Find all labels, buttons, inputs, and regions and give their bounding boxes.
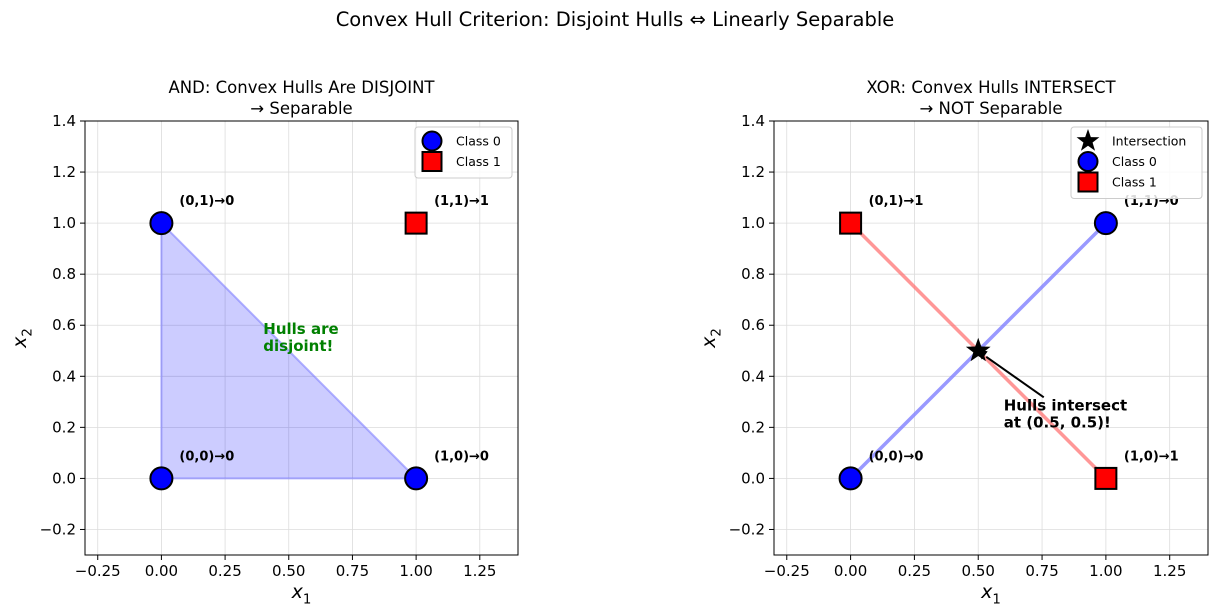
- point-label: (0,1)→0: [179, 194, 234, 209]
- legend-marker-class1: [421, 151, 443, 172]
- y-tick-label: 0.6: [741, 316, 765, 334]
- annotation-text-line: at (0.5, 0.5)!: [1004, 413, 1111, 431]
- x-tick-label: 1.25: [1153, 562, 1186, 580]
- x-tick-label: 1.00: [1089, 562, 1122, 580]
- annotation-text-line: Hulls are: [263, 320, 338, 338]
- y-tick-label: 0.6: [52, 316, 76, 334]
- axes-frame: [84, 120, 519, 556]
- y-tick-label: 0.2: [52, 418, 76, 436]
- y-tick-label: 1.0: [52, 214, 76, 232]
- point-label: (0,1)→1: [869, 194, 924, 209]
- legend-marker-class0: [1077, 151, 1099, 172]
- class1-point: [404, 211, 428, 235]
- x-tick-label: 0.00: [145, 562, 178, 580]
- class0-point: [838, 466, 863, 491]
- x-axis-label: x1: [291, 581, 312, 607]
- y-axis-label: x2: [698, 328, 724, 349]
- annotation-text-line: Hulls intersect: [1004, 396, 1127, 414]
- legend-label: Class 0: [456, 134, 501, 149]
- y-tick-label: 0.0: [52, 469, 76, 487]
- x-axis-label: x1: [980, 581, 1001, 607]
- y-tick-label: 0.4: [741, 367, 765, 385]
- x-tick-label: 0.00: [834, 562, 867, 580]
- annotation-text-line: disjoint!: [263, 337, 333, 355]
- x-tick-label: 0.75: [1025, 562, 1058, 580]
- x-tick-label: 0.50: [272, 562, 305, 580]
- y-tick-label: 0.0: [741, 469, 765, 487]
- y-tick-label: 0.2: [741, 418, 765, 436]
- y-axis-label: x2: [9, 328, 35, 349]
- y-tick-label: 0.8: [741, 265, 765, 283]
- axes-frame: [773, 120, 1209, 556]
- intersection-star: [965, 337, 991, 362]
- panel-title-line: XOR: Convex Hulls INTERSECT: [866, 78, 1116, 97]
- and-panel: AND: Convex Hulls Are DISJOINT → Separabl…: [9, 78, 519, 607]
- y-tick-label: 1.0: [741, 214, 765, 232]
- legend-label: Class 0: [1112, 154, 1157, 169]
- y-tick-label: 0.8: [52, 265, 76, 283]
- class0-point: [149, 466, 174, 491]
- y-tick-label: 1.2: [52, 163, 76, 181]
- class1-point: [1094, 466, 1118, 490]
- x-tick-label: 1.00: [399, 562, 432, 580]
- x-tick-label: 0.75: [336, 562, 369, 580]
- panel-title-line: AND: Convex Hulls Are DISJOINT: [168, 78, 435, 97]
- y-tick-label: 1.4: [741, 112, 765, 130]
- y-tick-label: −0.2: [40, 520, 76, 538]
- y-tick-label: −0.2: [729, 520, 765, 538]
- point-label: (1,0)→1: [1124, 449, 1179, 464]
- class0-point: [1093, 211, 1118, 236]
- x-tick-label: 0.50: [962, 562, 995, 580]
- x-tick-label: 0.25: [208, 562, 241, 580]
- legend-marker-class1: [1077, 171, 1099, 193]
- y-tick-label: 1.2: [741, 163, 765, 181]
- panel-title-line: → NOT Separable: [919, 99, 1062, 118]
- legend-marker-class0: [421, 130, 443, 152]
- legend-marker-intersection: [1076, 129, 1100, 151]
- class0-point: [149, 211, 174, 236]
- figure-title: Convex Hull Criterion: Disjoint Hulls ⇔ …: [336, 8, 895, 31]
- x-tick-label: 0.25: [898, 562, 931, 580]
- x-tick-label: 1.25: [463, 562, 496, 580]
- class0-point: [404, 466, 429, 491]
- y-tick-label: 1.4: [52, 112, 76, 130]
- class1-point: [839, 211, 863, 235]
- x-tick-label: −0.25: [764, 562, 810, 580]
- legend-label: Intersection: [1112, 134, 1186, 149]
- point-label: (1,1)→1: [434, 194, 489, 209]
- xor-panel: XOR: Convex Hulls INTERSECT → NOT Separab…: [698, 78, 1209, 607]
- point-label: (1,0)→0: [434, 449, 489, 464]
- annotation-arrow: [985, 355, 1045, 399]
- point-label: (0,0)→0: [869, 449, 924, 464]
- hull-class0: [160, 220, 419, 480]
- y-tick-label: 0.4: [52, 367, 76, 385]
- panel-title-line: → Separable: [250, 99, 352, 118]
- legend-label: Class 1: [1112, 175, 1157, 190]
- legend-label: Class 1: [456, 154, 501, 169]
- point-label: (0,0)→0: [179, 449, 234, 464]
- x-tick-label: −0.25: [75, 562, 121, 580]
- legend-box: [1070, 126, 1203, 199]
